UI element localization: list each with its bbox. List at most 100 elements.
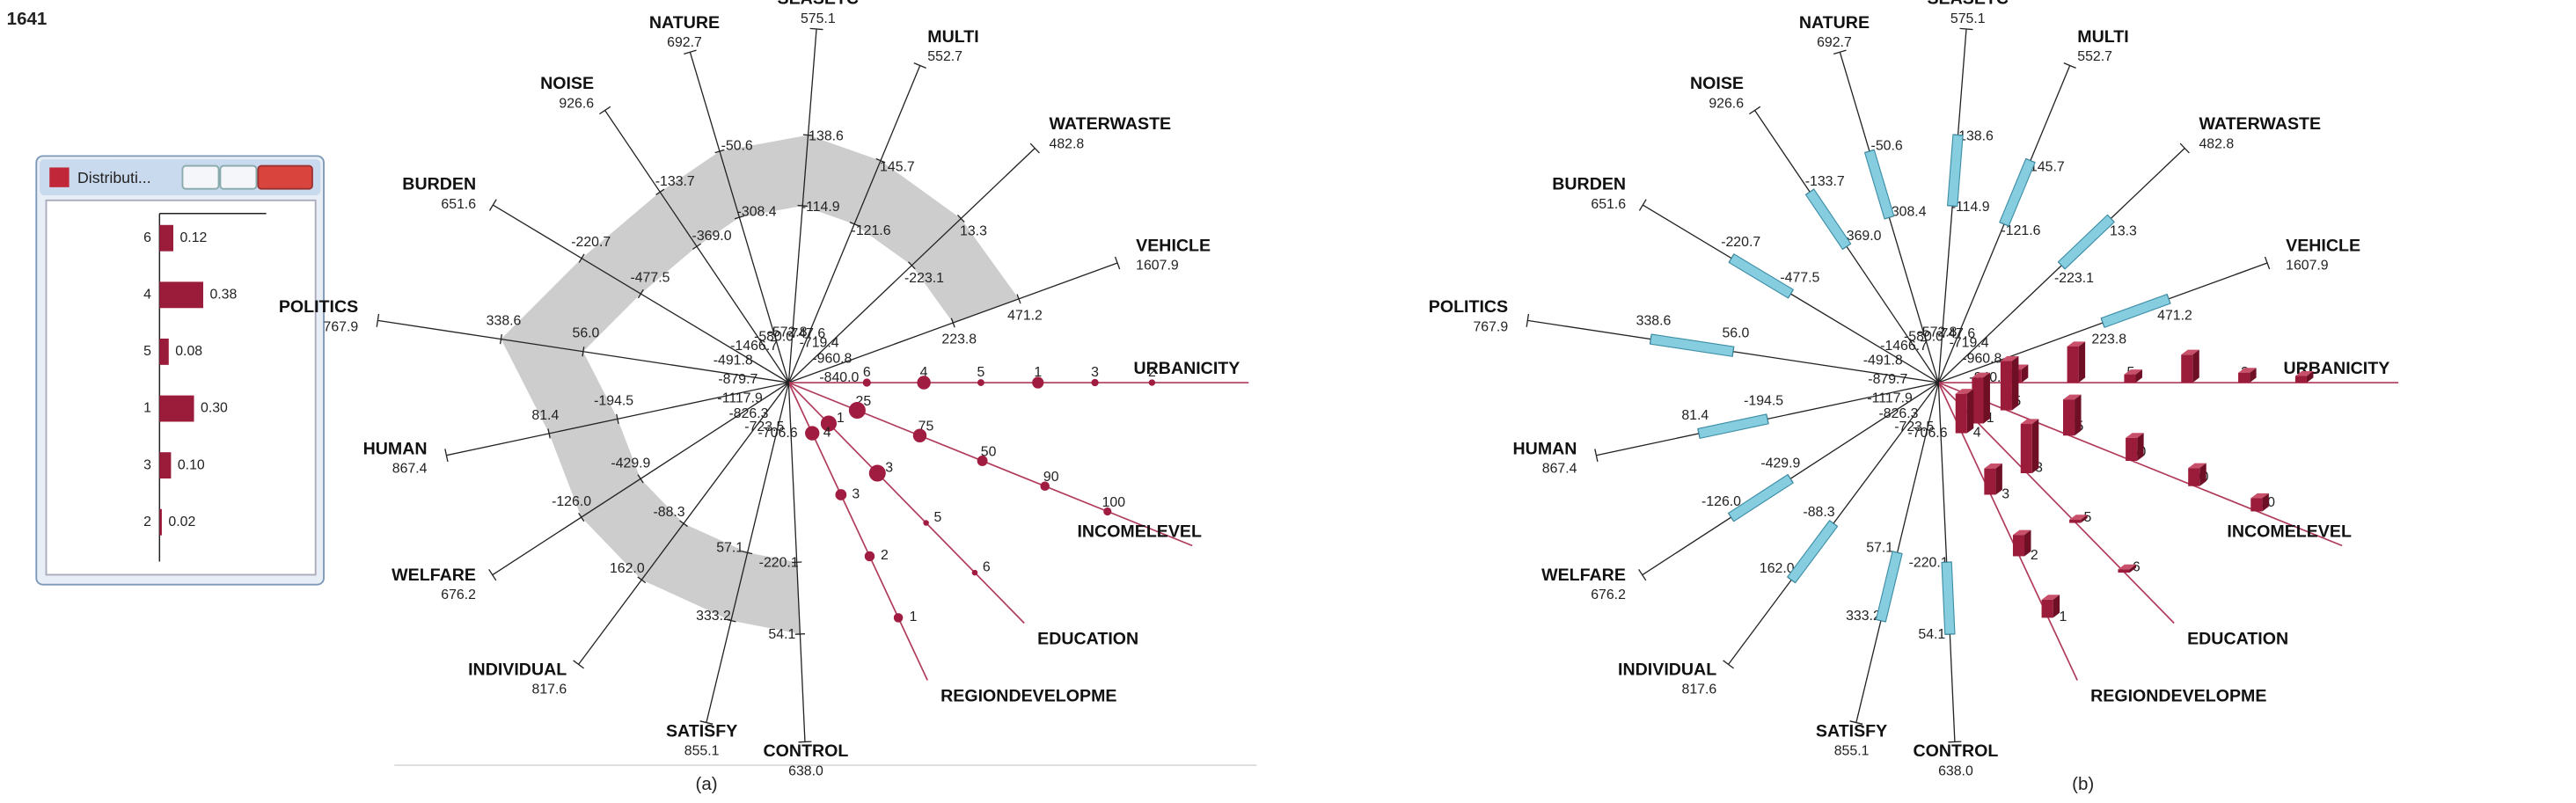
tick-label: -477.5 <box>630 271 670 286</box>
tick-label: 145.7 <box>880 160 915 175</box>
tick-label: 13.3 <box>960 224 987 239</box>
close-button[interactable] <box>257 164 313 190</box>
category-label: 50 <box>981 444 997 459</box>
axis-max: 1607.9 <box>1136 259 1179 274</box>
tick-label: -220.1 <box>759 555 799 570</box>
dist-bar <box>159 508 162 536</box>
axis-name: POLITICS <box>279 297 358 317</box>
axis-name: NOISE <box>540 74 594 93</box>
category-bar-side <box>2081 515 2088 523</box>
axis-min: -747.6 <box>786 326 825 341</box>
panel-caption: (a) <box>696 774 718 794</box>
axis-tick <box>637 576 647 584</box>
axis-max: 817.6 <box>1682 683 1717 697</box>
axis-end-tick <box>573 660 585 669</box>
category-bar-side <box>2078 341 2086 383</box>
range-bar <box>1999 157 2036 227</box>
range-bar <box>1649 333 1735 357</box>
tick-label: -88.3 <box>653 505 684 520</box>
axis-min: -572.8 <box>1918 325 1958 339</box>
tick-label: -114.9 <box>1951 200 1990 215</box>
radial-panel: SEASETC 575.1 138.6 -114.9 -747.6 MULTI 552.7 1… <box>1429 0 2399 794</box>
category-bar <box>2250 498 2263 512</box>
category-dot <box>864 551 875 562</box>
axis-end-tick <box>1594 449 1599 463</box>
minimize-button[interactable] <box>181 164 220 190</box>
category-label: 3 <box>1091 365 1099 380</box>
axis-max: 1607.9 <box>2286 259 2329 274</box>
axis-max: 867.4 <box>392 462 428 477</box>
axis-tick <box>792 561 802 564</box>
axis-max: 651.6 <box>1591 197 1626 212</box>
tick-label: -477.5 <box>1780 271 1819 286</box>
axis-name: INCOMELEVEL <box>1077 522 1202 542</box>
axis-tick <box>726 618 736 623</box>
axis-min: -719.4 <box>800 335 839 350</box>
axis-end-tick <box>1526 313 1530 327</box>
axis-min: -960.8 <box>1962 352 2002 367</box>
dist-bar <box>159 224 174 252</box>
category-label: 1 <box>1987 411 1994 426</box>
category-bar-side <box>2031 419 2039 474</box>
axis-min: -960.8 <box>812 352 852 367</box>
category-bar <box>2062 399 2075 436</box>
axis-tick <box>714 149 725 154</box>
category-bar-side <box>1995 464 2002 495</box>
tick-label: -114.9 <box>801 200 840 215</box>
axis-max: 575.1 <box>801 11 836 26</box>
category-bar-side <box>2192 349 2199 383</box>
category-bar-top <box>1955 389 1974 394</box>
axis-max: 482.8 <box>1050 136 1085 151</box>
axis-name: MULTI <box>2077 27 2128 47</box>
tick-label: 81.4 <box>1681 408 1709 423</box>
dist-category: 4 <box>143 288 151 303</box>
axis-min: -491.8 <box>714 354 753 369</box>
axis-min: -840.0 <box>819 370 859 385</box>
axis-name: SEASETC <box>778 0 860 9</box>
category-label: 5 <box>977 365 985 380</box>
dist-category: 1 <box>143 401 151 416</box>
panel-caption: (b) <box>2072 774 2094 794</box>
tick-label: 138.6 <box>809 128 844 143</box>
range-bar <box>1697 413 1769 440</box>
category-bar-side <box>2129 564 2136 573</box>
axis-tick <box>547 428 551 439</box>
dist-value: 0.02 <box>168 515 195 529</box>
maximize-button[interactable] <box>219 164 258 190</box>
category-bar-top <box>2294 370 2314 376</box>
axis-max: 926.6 <box>1709 96 1744 111</box>
axis-tick <box>734 215 744 220</box>
category-label: 6 <box>863 365 871 380</box>
axis-end-tick <box>599 106 611 115</box>
category-bar <box>2012 535 2025 557</box>
category-bar-side <box>2075 394 2082 436</box>
axis-name: EDUCATION <box>1037 629 1138 648</box>
category-dot <box>835 489 847 500</box>
dist-value: 0.10 <box>178 457 205 472</box>
axis-end-tick <box>1849 720 1863 725</box>
tick-label: 333.2 <box>696 609 731 624</box>
category-bar <box>2294 376 2307 383</box>
category-bar-top <box>2181 349 2199 355</box>
category-bar-top <box>1984 464 2002 469</box>
dist-category: 3 <box>143 457 151 472</box>
category-dot <box>917 376 931 390</box>
dist-bar <box>159 452 172 479</box>
range-bar <box>1946 134 1964 208</box>
category-bar <box>2238 372 2250 383</box>
dist-category: 2 <box>143 515 151 529</box>
category-label: 4 <box>920 365 928 380</box>
category-bar-top <box>2250 493 2269 499</box>
category-label: 6 <box>983 560 991 575</box>
category-bar <box>1972 377 1984 424</box>
axis-end-tick <box>684 49 697 55</box>
range-bar <box>1727 473 1794 522</box>
radial-panel: SEASETC 575.1 138.6 -114.9 -747.6 MULTI 552.7 1… <box>279 0 1249 794</box>
category-bar-top <box>2069 515 2088 520</box>
tick-label: 56.0 <box>573 326 600 341</box>
axis-max: 692.7 <box>1817 35 1852 50</box>
axis-name: REGIONDEVELOPME <box>2090 686 2266 705</box>
axis-min: -706.6 <box>758 426 798 441</box>
dist-bars: 6 0.12 4 0.38 5 0.08 1 0.30 3 0.10 2 0.02 <box>143 224 237 536</box>
category-label: 1 <box>910 610 918 624</box>
